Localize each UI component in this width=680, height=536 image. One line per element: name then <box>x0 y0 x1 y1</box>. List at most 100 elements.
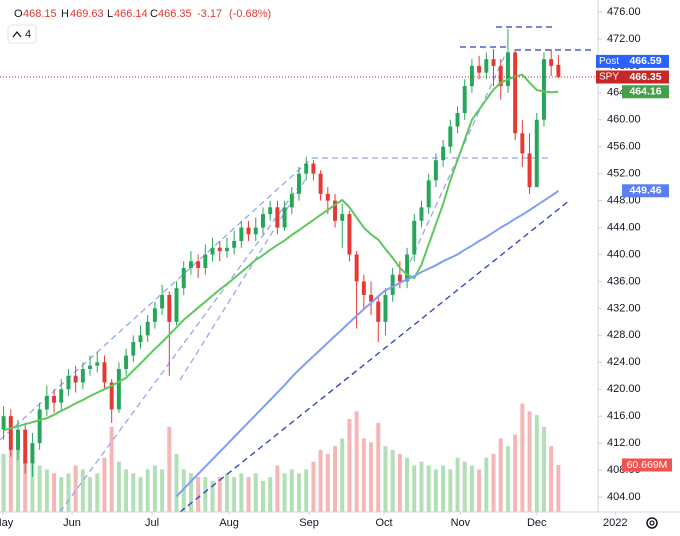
price-layer <box>0 28 598 497</box>
candle-body <box>534 119 539 188</box>
price-badge-label: 449.46 <box>629 185 661 197</box>
legend-low: 466.14 <box>114 8 148 20</box>
candle-body <box>210 247 215 255</box>
candle-body <box>260 214 265 228</box>
candle-body <box>520 133 525 154</box>
volume-bar <box>469 465 474 512</box>
legend-change: -3.17 <box>197 8 222 20</box>
volume-bar <box>181 469 186 512</box>
price-badge-label: 464.16 <box>629 86 661 98</box>
volume-bar <box>541 426 546 512</box>
candle-body <box>268 207 273 215</box>
candle-body <box>138 335 143 343</box>
candle-body <box>181 267 186 289</box>
indicator-toggle[interactable] <box>7 24 37 44</box>
x-tick-label: Sep <box>299 517 319 529</box>
volume-bar <box>210 481 215 512</box>
y-tick-label: 412.00 <box>607 437 641 449</box>
volume-bar <box>354 411 359 512</box>
price-badge-bg <box>622 184 669 198</box>
volume-bar <box>275 465 280 512</box>
volume-bar <box>95 473 100 512</box>
volume-bar <box>131 473 136 512</box>
volume-bar <box>23 457 28 512</box>
candle-body <box>513 52 518 134</box>
badge-name-bg <box>596 54 622 68</box>
volume-bar <box>260 481 265 512</box>
volume-bar <box>246 477 251 512</box>
volume-bar <box>253 473 258 512</box>
volume-bar <box>534 415 539 512</box>
y-tick-label: 416.00 <box>607 410 641 422</box>
candle-body <box>354 254 359 282</box>
volume-bar <box>325 453 330 512</box>
volume-bar <box>217 477 222 512</box>
volume-bar <box>484 457 489 512</box>
candle-body <box>23 429 28 464</box>
candle-body <box>412 220 417 255</box>
x-tick-label: Aug <box>219 517 239 529</box>
volume-bar <box>145 469 150 512</box>
candle-body <box>491 59 496 66</box>
volume-bar <box>549 446 554 512</box>
candle-body <box>498 65 503 87</box>
volume-bar <box>520 403 525 512</box>
volume-layer <box>1 403 561 512</box>
candle-body <box>1 416 6 430</box>
volume-bar <box>477 469 482 512</box>
candle-body <box>88 365 93 370</box>
volume-bar <box>59 477 64 512</box>
volume-bar <box>66 473 71 512</box>
y-tick-label: 472.00 <box>607 33 641 45</box>
volume-bar <box>196 477 201 512</box>
candle-body <box>541 59 546 120</box>
candle-body <box>455 113 460 127</box>
volume-bar <box>8 450 13 512</box>
legend-bg <box>4 3 276 23</box>
volume-bar <box>282 473 287 512</box>
volume-bar <box>224 473 229 512</box>
channel-line <box>59 184 301 513</box>
volume-bar <box>419 461 424 512</box>
candle-body <box>109 382 114 410</box>
volume-bar <box>333 446 338 512</box>
volume-bar <box>304 469 309 512</box>
price-badge-label: 466.35 <box>629 71 661 83</box>
volume-bar <box>412 465 417 512</box>
volume-bar <box>462 461 467 512</box>
y-tick-label: 428.00 <box>607 329 641 341</box>
volume-bar <box>297 473 301 512</box>
candle-body <box>95 362 100 366</box>
candle-body <box>131 342 136 356</box>
volume-bar <box>441 465 446 512</box>
volume-bar <box>160 469 165 512</box>
volume-bar <box>513 434 518 512</box>
candle-body <box>333 200 338 221</box>
x-tick-label: Dec <box>527 517 547 529</box>
candle-body <box>232 241 237 248</box>
y-tick-label: 456.00 <box>607 141 641 153</box>
volume-bar <box>505 446 510 512</box>
volume-bar <box>426 465 431 512</box>
candle-body <box>145 321 150 336</box>
price-badge-bg <box>622 70 669 84</box>
volume-bar <box>73 465 78 512</box>
candle-body <box>217 247 222 252</box>
volume-badge-bg <box>622 458 672 472</box>
candle-body <box>549 59 554 66</box>
volume-bar <box>239 473 244 512</box>
candle-body <box>419 207 424 221</box>
volume-bar <box>88 477 93 512</box>
settings-button[interactable] <box>646 517 658 529</box>
candle-body <box>448 126 453 147</box>
volume-bar <box>124 469 129 512</box>
gear-icon-center <box>649 520 655 526</box>
candle-body <box>340 214 345 221</box>
candle-body <box>59 389 64 403</box>
candle-body <box>160 294 165 309</box>
candle-body <box>167 294 172 322</box>
chevron-icon <box>12 30 22 38</box>
candle-body <box>102 362 107 383</box>
candle-body <box>8 416 13 450</box>
